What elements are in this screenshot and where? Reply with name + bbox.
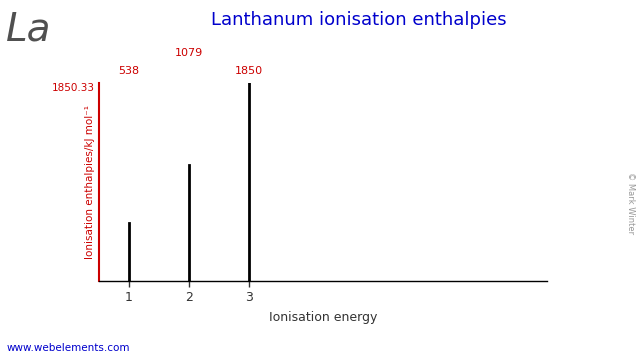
Text: La: La [6,11,52,49]
Text: 1850.33: 1850.33 [52,83,95,93]
Text: 1079: 1079 [175,48,203,58]
Text: 1850: 1850 [234,66,262,76]
X-axis label: Ionisation energy: Ionisation energy [269,311,378,324]
Y-axis label: Ionisation enthalpies/kJ mol⁻¹: Ionisation enthalpies/kJ mol⁻¹ [85,105,95,259]
Text: Lanthanum ionisation enthalpies: Lanthanum ionisation enthalpies [211,11,506,29]
Text: © Mark Winter: © Mark Winter [626,172,635,234]
Text: 538: 538 [118,66,140,76]
Text: www.webelements.com: www.webelements.com [6,343,130,353]
